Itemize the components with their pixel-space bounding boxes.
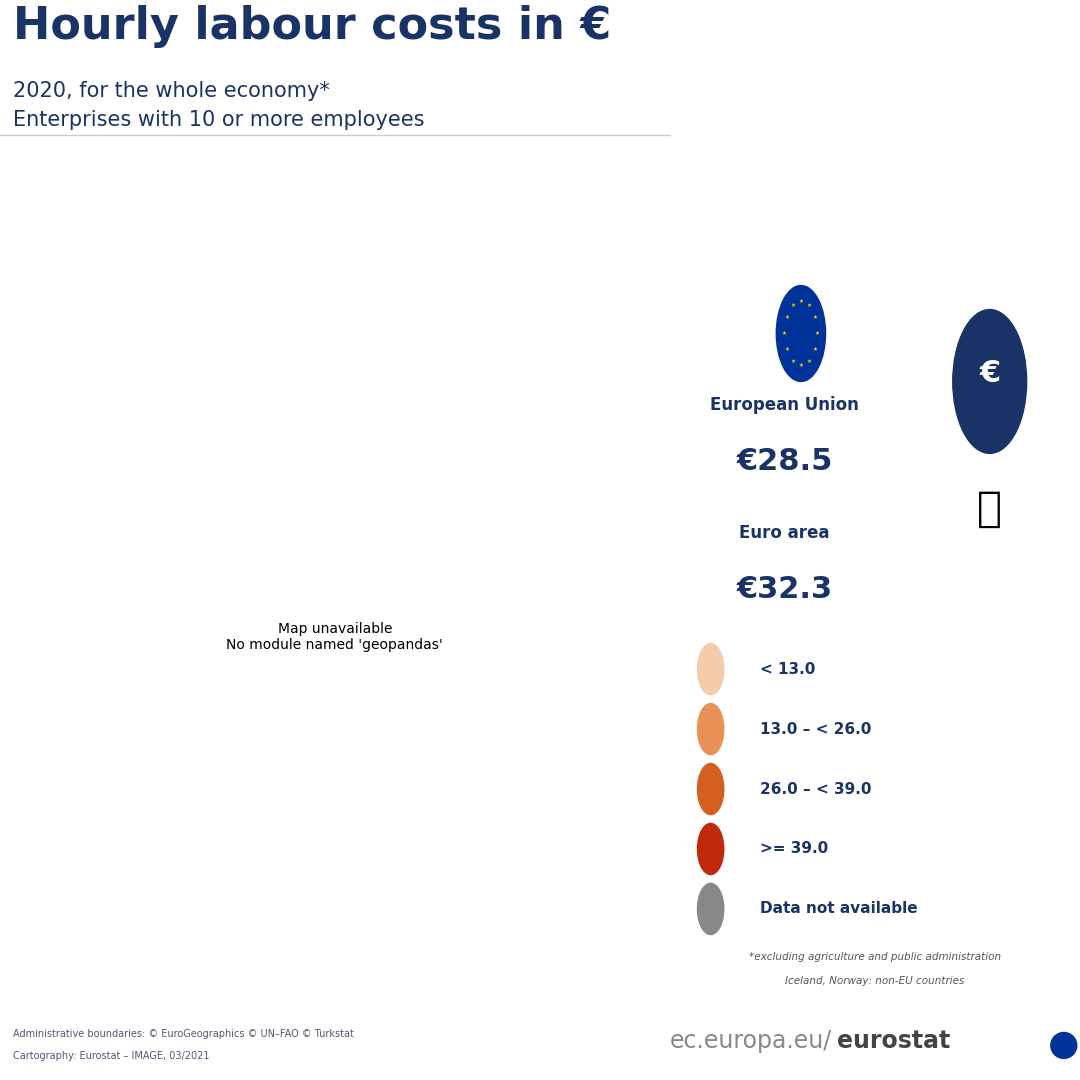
Text: ★: ★ — [798, 299, 804, 305]
Text: 👥: 👥 — [977, 488, 1002, 530]
Text: Euro area: Euro area — [740, 524, 829, 542]
Text: ★: ★ — [815, 330, 820, 336]
Text: >= 39.0: >= 39.0 — [760, 841, 828, 856]
Circle shape — [698, 764, 724, 814]
Text: European Union: European Union — [710, 396, 859, 415]
Text: ★: ★ — [784, 347, 789, 352]
Text: ★: ★ — [791, 359, 795, 364]
Text: Data not available: Data not available — [760, 902, 918, 917]
Text: 13.0 – < 26.0: 13.0 – < 26.0 — [760, 721, 872, 737]
Text: eurostat: eurostat — [837, 1029, 950, 1053]
Text: ec.europa.eu/: ec.europa.eu/ — [670, 1029, 832, 1053]
Text: €: € — [980, 359, 1000, 388]
Text: Enterprises with 10 or more employees: Enterprises with 10 or more employees — [13, 110, 424, 131]
Text: 26.0 – < 39.0: 26.0 – < 39.0 — [760, 782, 872, 797]
Circle shape — [698, 823, 724, 875]
Circle shape — [698, 644, 724, 694]
Text: ★: ★ — [784, 315, 789, 320]
Circle shape — [698, 703, 724, 755]
Text: Iceland, Norway: non-EU countries: Iceland, Norway: non-EU countries — [785, 976, 964, 986]
Text: Administrative boundaries: © EuroGeographics © UN–FAO © Turkstat: Administrative boundaries: © EuroGeograp… — [13, 1029, 354, 1039]
Text: Map unavailable
No module named 'geopandas': Map unavailable No module named 'geopand… — [227, 622, 443, 652]
Text: ★: ★ — [782, 330, 787, 336]
Text: ★: ★ — [813, 315, 818, 320]
Text: ★: ★ — [807, 303, 811, 308]
Text: ★: ★ — [791, 303, 795, 308]
Text: €32.3: €32.3 — [737, 575, 833, 604]
Text: 2020, for the whole economy*: 2020, for the whole economy* — [13, 81, 329, 102]
Text: *excluding agriculture and public administration: *excluding agriculture and public admini… — [748, 951, 1001, 962]
Text: Hourly labour costs in €: Hourly labour costs in € — [13, 5, 611, 49]
Circle shape — [953, 310, 1027, 454]
Text: < 13.0: < 13.0 — [760, 662, 815, 677]
Text: Cartography: Eurostat – IMAGE, 03/2021: Cartography: Eurostat – IMAGE, 03/2021 — [13, 1051, 210, 1061]
Text: €28.5: €28.5 — [737, 447, 833, 476]
Circle shape — [777, 285, 825, 381]
Text: ★: ★ — [807, 359, 811, 364]
Text: ★: ★ — [813, 347, 818, 352]
Circle shape — [698, 883, 724, 934]
Text: ★: ★ — [798, 363, 804, 368]
